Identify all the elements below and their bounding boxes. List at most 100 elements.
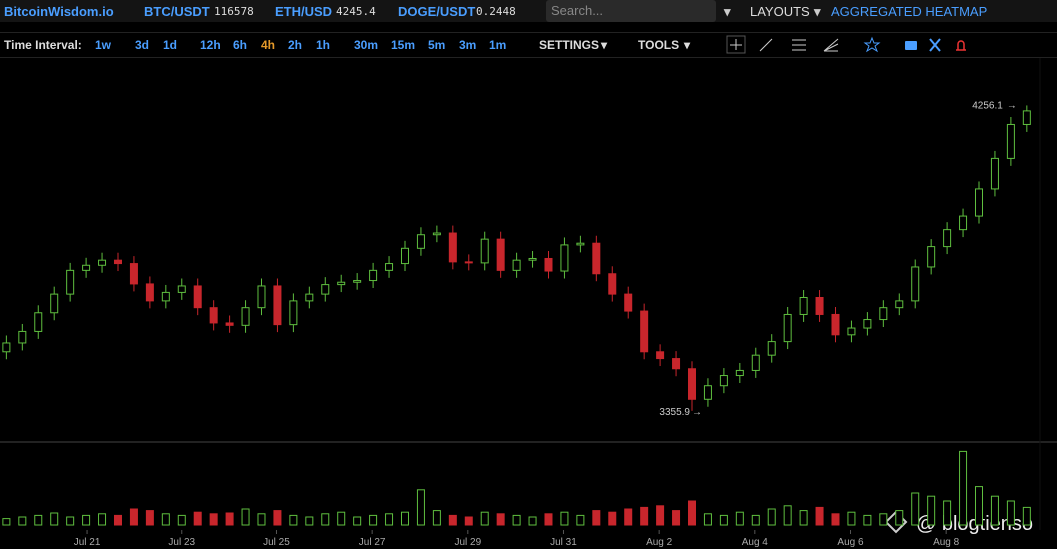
candle-body [432, 232, 441, 236]
candle-body [82, 264, 91, 271]
search-box[interactable]: Search... [546, 0, 716, 22]
candle-body [560, 244, 569, 272]
dropdown-arrow[interactable]: ▾ [814, 4, 821, 19]
volume-bar [400, 511, 409, 526]
candle-body [369, 269, 378, 282]
candle-body [608, 273, 617, 295]
volume-bar [1006, 500, 1015, 526]
candle-body [863, 319, 872, 329]
settings-menu[interactable]: SETTINGS [539, 38, 600, 52]
interval-option[interactable]: 30m [354, 38, 379, 52]
volume-bar [512, 514, 521, 526]
alert-icon[interactable] [956, 40, 966, 51]
volume-bar [879, 513, 888, 526]
volume-bar [656, 505, 665, 526]
candle-body [177, 285, 186, 293]
candle-body [592, 242, 601, 275]
interval-option[interactable]: 6h [233, 38, 248, 52]
candle-body [34, 312, 43, 332]
ticker-symbol[interactable]: DOGE/USDT [398, 4, 476, 19]
fan-tool[interactable] [823, 38, 839, 52]
candle-body [225, 322, 234, 326]
candle-body [576, 242, 585, 246]
candle-body [512, 259, 521, 271]
x-tick-label: Aug 6 [837, 537, 864, 548]
interval-option[interactable]: 5m [428, 38, 446, 52]
candle-body [1022, 110, 1031, 125]
volume-bar [624, 508, 633, 526]
interval-option[interactable]: 1m [489, 38, 507, 52]
candle-body [353, 280, 362, 283]
candle-body [98, 259, 107, 266]
volume-bar [911, 492, 920, 526]
volume-bar [369, 514, 378, 526]
interval-option[interactable]: 3m [459, 38, 477, 52]
dropdown-arrow[interactable]: ▾ [684, 38, 691, 52]
volume-bar [353, 516, 362, 526]
candle-body [113, 259, 122, 265]
search-placeholder: Search... [551, 3, 604, 18]
line-tool[interactable] [759, 38, 773, 52]
min-price-label: 3355.9 [659, 407, 690, 418]
candle-body [129, 263, 138, 285]
heatmap-link[interactable]: AGGREGATED HEATMAP [831, 4, 988, 19]
volume-bar [863, 514, 872, 526]
arrow: → [1007, 100, 1017, 111]
interval-option[interactable]: 1w [95, 38, 112, 52]
interval-option[interactable]: 2h [288, 38, 303, 52]
x-tick-label: Jul 23 [168, 537, 195, 548]
interval-option[interactable]: 15m [391, 38, 416, 52]
candle-body [2, 342, 11, 353]
dropdown-arrow[interactable]: ▾ [724, 4, 731, 19]
volume-bar [735, 511, 744, 526]
volume-bar [129, 508, 138, 526]
interval-option[interactable]: 1d [163, 38, 178, 52]
favorite-icon[interactable] [863, 36, 881, 53]
candle-body [464, 261, 473, 264]
dropdown-arrow[interactable]: ▾ [601, 38, 608, 52]
candle-body [209, 307, 218, 324]
candle-body [735, 369, 744, 377]
volume-bar [943, 500, 952, 526]
interval-option[interactable]: 1h [316, 38, 331, 52]
volume-bar [783, 505, 792, 526]
fullscreen-icon[interactable] [929, 38, 941, 52]
candle-body [480, 238, 489, 264]
candle-body [241, 307, 250, 326]
volume-bar [464, 516, 473, 526]
volume-bar [528, 516, 537, 526]
candle-body [416, 234, 425, 249]
brand[interactable]: BitcoinWisdom.io [4, 4, 114, 19]
volume-bar [767, 508, 776, 526]
volume-bar [751, 514, 760, 526]
volume-bar [385, 513, 394, 526]
crosshair-tool[interactable] [726, 35, 746, 54]
interval-option[interactable]: 3d [135, 38, 150, 52]
candle-body [289, 300, 298, 326]
volume-bar [289, 514, 298, 526]
volume-bar [18, 516, 27, 526]
ticker-symbol[interactable]: BTC/USDT [144, 4, 210, 19]
ticker-symbol[interactable]: ETH/USD [275, 4, 333, 19]
x-tick-label: Jul 21 [74, 537, 101, 548]
candle-body [911, 266, 920, 302]
camera-icon[interactable] [905, 41, 917, 50]
candle-body [815, 297, 824, 315]
candle-body [751, 354, 760, 371]
volume-bar [145, 510, 154, 526]
candle-body [145, 283, 154, 302]
volume-bar [209, 513, 218, 526]
candle-body [943, 229, 952, 248]
fib-tool[interactable] [792, 39, 806, 51]
x-tick-label: Jul 25 [263, 537, 290, 548]
x-tick-label: Aug 4 [742, 537, 769, 548]
layouts-menu[interactable]: LAYOUTS [750, 4, 810, 19]
candle-body [767, 341, 776, 356]
volume-bar [34, 514, 43, 526]
tools-menu[interactable]: TOOLS [638, 38, 680, 52]
interval-option[interactable]: 4h [261, 38, 276, 52]
interval-option[interactable]: 12h [200, 38, 221, 52]
volume-bar [321, 513, 330, 526]
